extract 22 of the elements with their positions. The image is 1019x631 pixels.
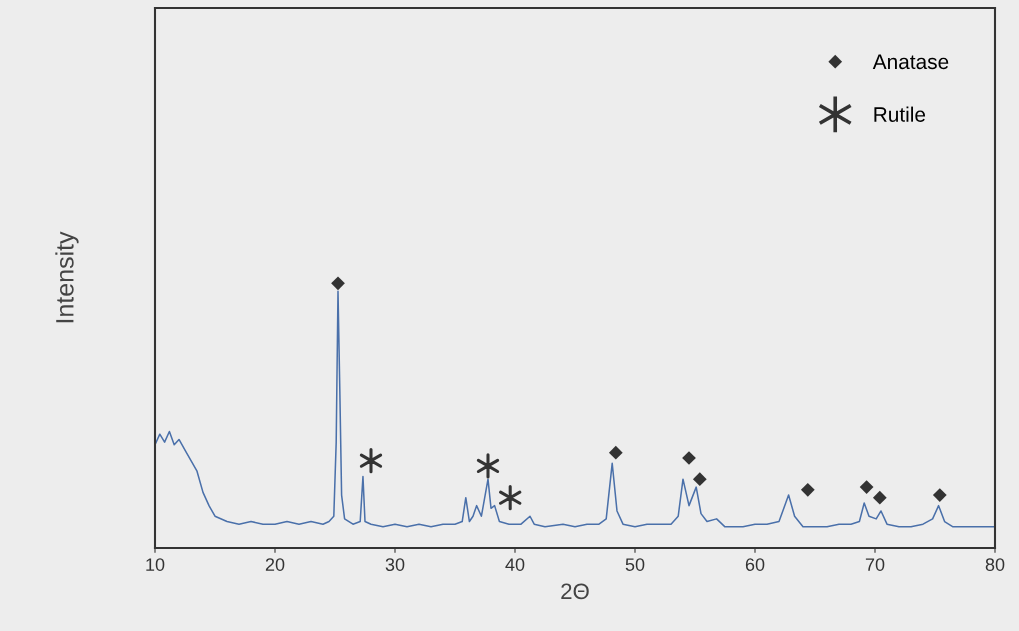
y-axis-title: Intensity	[55, 231, 79, 323]
x-tick-label: 20	[265, 558, 285, 571]
x-tick-label: 50	[625, 558, 645, 571]
x-tick-label: 40	[505, 558, 525, 571]
x-tick-label: 60	[745, 558, 765, 571]
x-axis-title: 2Θ	[561, 583, 589, 600]
point	[476, 453, 500, 479]
point	[359, 448, 383, 474]
point	[872, 490, 887, 505]
point	[608, 445, 623, 460]
point	[692, 472, 707, 487]
x-tick-label: 30	[385, 558, 405, 571]
x-tick-label: 80	[985, 558, 1005, 571]
point	[800, 482, 815, 497]
point	[331, 276, 345, 291]
point	[932, 488, 947, 502]
point	[499, 485, 522, 511]
point	[859, 480, 874, 494]
x-tick-label: 70	[865, 558, 885, 571]
legend-label: Rutile	[874, 106, 926, 122]
x-tick-label: 10	[146, 558, 165, 571]
legend-label: Anatase	[872, 54, 949, 70]
